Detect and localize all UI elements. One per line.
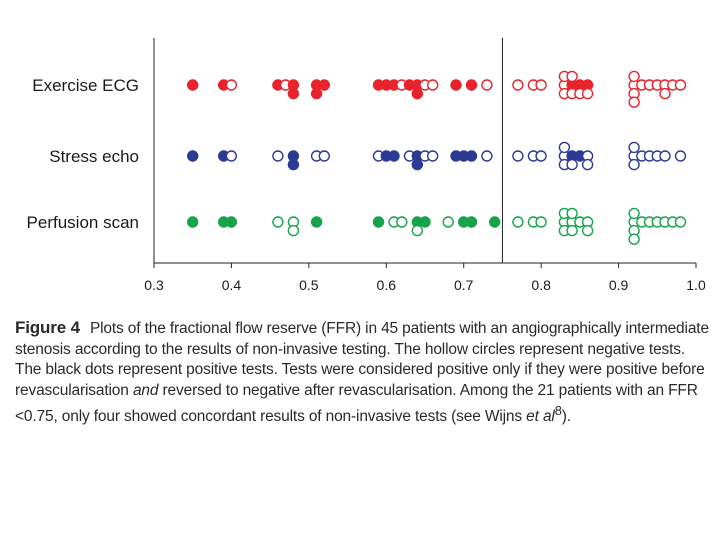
positive-test-dot [489,216,501,228]
negative-test-circle [566,224,578,237]
positive-test-dot [186,216,199,228]
positive-test-dot [419,216,431,228]
negative-test-circle [566,70,578,83]
positive-test-dot [465,79,478,91]
negative-test-circle [427,79,439,91]
negative-test-circle [272,216,284,228]
negative-test-circle [442,216,454,228]
negative-test-circle [566,207,578,220]
row-labels: Exercise ECG Stress echo Perfusion scan [27,76,139,232]
negative-test-circle [411,224,423,237]
negative-test-circle [481,150,493,162]
positive-test-dot [310,216,323,228]
negative-test-circle [674,79,687,91]
row-label: Exercise ECG [32,76,139,95]
positive-test-dot [225,216,238,228]
positive-test-dot [411,87,423,100]
negative-test-circle [566,158,578,171]
negative-test-circle [581,224,594,237]
x-tick-label: 0.5 [299,277,319,293]
caption-text-3: ). [561,408,571,426]
negative-test-circle [272,150,284,162]
caption-emphasis-et-al: et al [526,408,555,426]
negative-test-circle [318,150,330,162]
negative-test-circle [674,150,687,162]
negative-test-circle [628,158,640,171]
caption-text-1: Plots of the fractional flow reserve (FF… [15,320,709,399]
negative-test-circle [674,216,687,228]
positive-test-dot [372,216,385,228]
negative-test-circle [535,150,547,162]
figure-caption: Figure 4 Plots of the fractional flow res… [15,318,715,428]
negative-test-circle [535,216,547,228]
negative-test-circle [581,87,594,100]
ffr-dot-plot: Exercise ECG Stress echo Perfusion scan 0.… [27,38,706,293]
x-tick-label: 0.6 [377,277,397,293]
negative-test-circle [512,150,524,162]
negative-test-circle [481,79,493,91]
x-axis-ticks: 0.3 0.4 0.5 0.6 0.7 0.8 0.9 1.0 [144,263,706,293]
negative-test-circle [659,150,671,162]
negative-test-circle [628,96,640,108]
caption-reference-superscript: 8 [554,403,562,418]
negative-test-circle [512,79,524,91]
negative-test-circle [512,216,524,228]
negative-test-circle [628,233,640,245]
negative-test-circle [396,216,408,228]
negative-test-circle [581,158,594,171]
positive-test-dot [310,87,323,100]
caption-text-2: reversed to negative after revascularisa… [15,381,698,426]
positive-test-dot [318,79,330,91]
negative-test-circle [225,150,238,162]
figure-label: Figure 4 [15,318,80,337]
x-tick-label: 1.0 [686,277,706,293]
positive-test-dot [287,87,300,100]
x-tick-label: 0.8 [531,277,551,293]
negative-test-circle [287,224,300,237]
caption-emphasis-and: and [132,381,159,399]
positive-test-dot [411,158,423,171]
negative-test-circle [558,141,571,154]
negative-test-circle [628,141,640,154]
x-tick-label: 0.9 [609,277,629,293]
x-tick-label: 0.3 [144,277,164,293]
positive-test-dot [450,79,462,91]
x-tick-label: 0.4 [222,277,242,293]
x-tick-label: 0.7 [454,277,474,293]
negative-test-circle [628,207,640,220]
row-label: Perfusion scan [27,213,139,232]
negative-test-circle [628,70,640,83]
negative-test-circle [659,87,671,100]
positive-test-dot [465,216,478,228]
negative-test-circle [225,79,238,91]
plot-marks [186,70,687,245]
positive-test-dot [388,150,400,162]
positive-test-dot [186,79,199,91]
row-label: Stress echo [49,147,139,166]
negative-test-circle [535,79,547,91]
negative-test-circle [427,150,439,162]
positive-test-dot [287,158,300,171]
positive-test-dot [465,150,478,162]
positive-test-dot [186,150,199,162]
